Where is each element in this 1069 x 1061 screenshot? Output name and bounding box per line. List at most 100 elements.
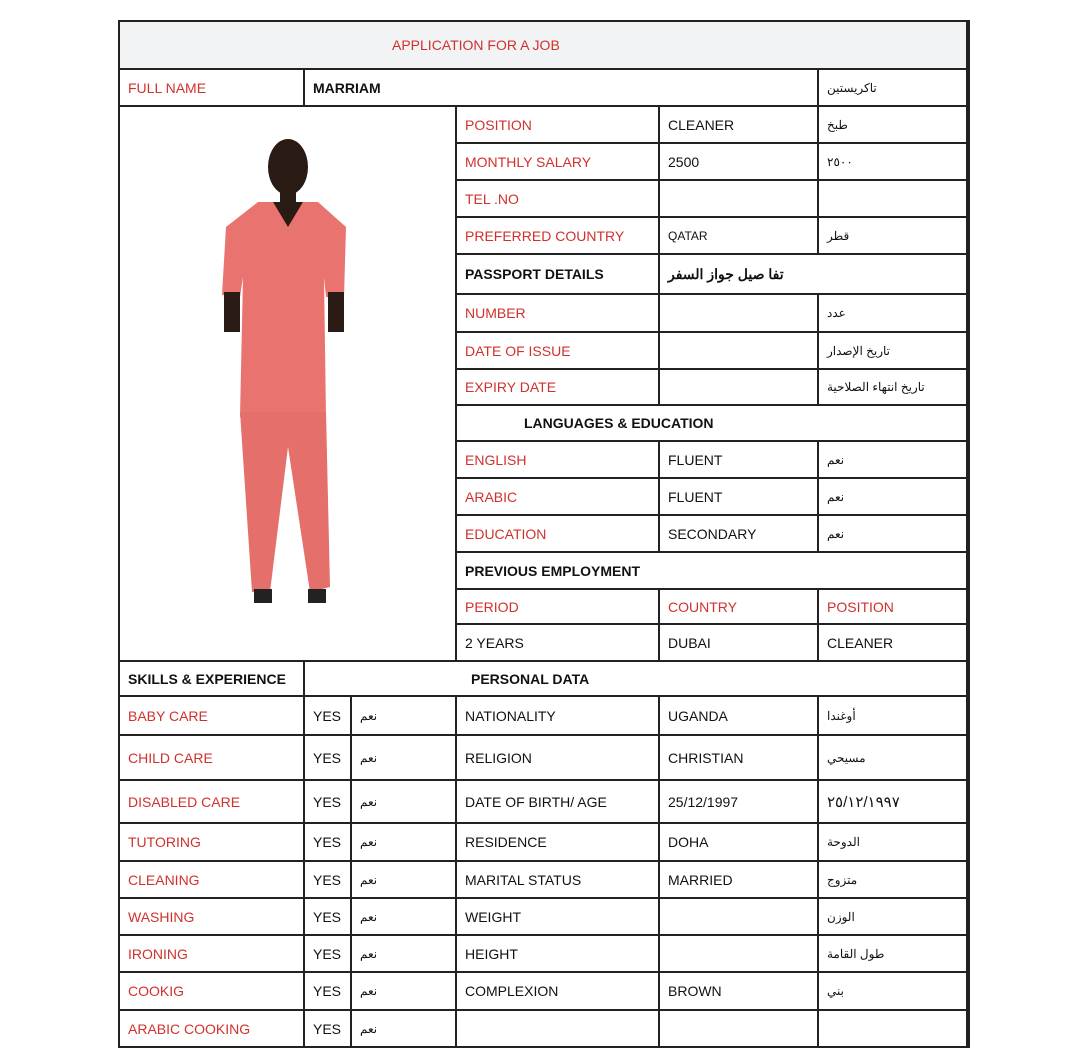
employment-cell: CLEANER xyxy=(819,625,966,660)
personal-value: UGANDA xyxy=(660,697,817,734)
skill-label: TUTORING xyxy=(120,824,303,860)
passport-heading: PASSPORT DETAILS xyxy=(457,255,658,293)
skill-label: DISABLED CARE xyxy=(120,781,303,822)
detail-tel-no-value xyxy=(660,181,817,216)
detail-position-arabic: طبخ xyxy=(819,107,966,142)
detail-preferred-country-value: QATAR xyxy=(660,218,817,253)
detail-monthly-salary-value: 2500 xyxy=(660,144,817,179)
skill-yes: YES xyxy=(305,1011,350,1046)
passport-expiry-date-value xyxy=(660,370,817,404)
passport-expiry-date-label: EXPIRY DATE xyxy=(457,370,658,404)
personal-value xyxy=(660,899,817,934)
personal-label xyxy=(457,1011,658,1046)
skill-yes: YES xyxy=(305,899,350,934)
passport-number-arabic: عدد xyxy=(819,295,966,331)
personal-label: DATE OF BIRTH/ AGE xyxy=(457,781,658,822)
skill-yes-arabic: نعم xyxy=(352,973,455,1009)
passport-date-of-issue-value xyxy=(660,333,817,368)
personal-value: BROWN xyxy=(660,973,817,1009)
full-name-value: MARRIAM xyxy=(305,70,817,105)
skill-label: ARABIC COOKING xyxy=(120,1011,303,1046)
skill-yes-arabic: نعم xyxy=(352,697,455,734)
personal-arabic: متزوج xyxy=(819,862,966,897)
applicant-photo xyxy=(120,107,455,660)
personal-arabic: الدوحة xyxy=(819,824,966,860)
skill-yes: YES xyxy=(305,736,350,779)
passport-heading-arabic: تفا صيل جواز السفر xyxy=(660,255,966,293)
personal-arabic: طول القامة xyxy=(819,936,966,971)
employment-column-header: POSITION xyxy=(819,590,966,623)
skill-yes-arabic: نعم xyxy=(352,736,455,779)
employment-cell: DUBAI xyxy=(660,625,817,660)
employment-column-header: PERIOD xyxy=(457,590,658,623)
skills-heading: SKILLS & EXPERIENCE xyxy=(120,662,303,695)
language-english-label: ENGLISH xyxy=(457,442,658,477)
language-education-value: SECONDARY xyxy=(660,516,817,551)
job-application-form: APPLICATION FOR A JOB FULL NAME MARRIAM … xyxy=(118,20,970,1048)
detail-monthly-salary-label: MONTHLY SALARY xyxy=(457,144,658,179)
detail-monthly-salary-arabic: ٢٥٠٠ xyxy=(819,144,966,179)
personal-arabic: الوزن xyxy=(819,899,966,934)
personal-label: MARITAL STATUS xyxy=(457,862,658,897)
skill-yes-arabic: نعم xyxy=(352,899,455,934)
personal-value: 25/12/1997 xyxy=(660,781,817,822)
full-name-arabic: تاكريستين xyxy=(819,70,966,105)
detail-position-label: POSITION xyxy=(457,107,658,142)
skill-yes: YES xyxy=(305,936,350,971)
detail-preferred-country-label: PREFERRED COUNTRY xyxy=(457,218,658,253)
applicant-figure-image xyxy=(221,139,346,603)
personal-value: CHRISTIAN xyxy=(660,736,817,779)
employment-column-header: COUNTRY xyxy=(660,590,817,623)
personal-arabic: ٢٥/١٢/١٩٩٧ xyxy=(819,781,966,822)
language-arabic-label: ARABIC xyxy=(457,479,658,514)
personal-label: COMPLEXION xyxy=(457,973,658,1009)
passport-date-of-issue-arabic: تاريخ الإصدار xyxy=(819,333,966,368)
skill-yes-arabic: نعم xyxy=(352,824,455,860)
detail-position-value: CLEANER xyxy=(660,107,817,142)
passport-number-label: NUMBER xyxy=(457,295,658,331)
skill-label: CHILD CARE xyxy=(120,736,303,779)
skill-yes: YES xyxy=(305,824,350,860)
passport-date-of-issue-label: DATE OF ISSUE xyxy=(457,333,658,368)
skill-yes-arabic: نعم xyxy=(352,936,455,971)
skill-label: IRONING xyxy=(120,936,303,971)
detail-tel-no-label: TEL .NO xyxy=(457,181,658,216)
personal-value: DOHA xyxy=(660,824,817,860)
skill-yes: YES xyxy=(305,862,350,897)
personal-arabic xyxy=(819,1011,966,1046)
language-arabic-arabic: نعم xyxy=(819,479,966,514)
personal-data-heading: PERSONAL DATA xyxy=(305,662,966,695)
detail-preferred-country-arabic: قطر xyxy=(819,218,966,253)
skill-yes-arabic: نعم xyxy=(352,781,455,822)
personal-value xyxy=(660,1011,817,1046)
detail-tel-no-arabic xyxy=(819,181,966,216)
skill-label: COOKIG xyxy=(120,973,303,1009)
skill-yes-arabic: نعم xyxy=(352,862,455,897)
full-name-label: FULL NAME xyxy=(120,70,303,105)
language-education-label: EDUCATION xyxy=(457,516,658,551)
passport-expiry-date-arabic: تاريخ انتهاء الصلاحية xyxy=(819,370,966,404)
skill-yes: YES xyxy=(305,781,350,822)
personal-arabic: مسيحي xyxy=(819,736,966,779)
personal-label: NATIONALITY xyxy=(457,697,658,734)
personal-label: WEIGHT xyxy=(457,899,658,934)
skill-yes-arabic: نعم xyxy=(352,1011,455,1046)
personal-label: RELIGION xyxy=(457,736,658,779)
skill-yes: YES xyxy=(305,697,350,734)
language-education-arabic: نعم xyxy=(819,516,966,551)
personal-value xyxy=(660,936,817,971)
skill-label: BABY CARE xyxy=(120,697,303,734)
personal-label: HEIGHT xyxy=(457,936,658,971)
skill-label: WASHING xyxy=(120,899,303,934)
form-title: APPLICATION FOR A JOB xyxy=(120,22,966,68)
employment-cell: 2 YEARS xyxy=(457,625,658,660)
personal-arabic: بني xyxy=(819,973,966,1009)
personal-value: MARRIED xyxy=(660,862,817,897)
skill-label: CLEANING xyxy=(120,862,303,897)
personal-arabic: أوغندا xyxy=(819,697,966,734)
language-english-value: FLUENT xyxy=(660,442,817,477)
employment-heading: PREVIOUS EMPLOYMENT xyxy=(457,553,966,588)
passport-number-value xyxy=(660,295,817,331)
languages-heading: LANGUAGES & EDUCATION xyxy=(457,406,966,440)
language-arabic-value: FLUENT xyxy=(660,479,817,514)
